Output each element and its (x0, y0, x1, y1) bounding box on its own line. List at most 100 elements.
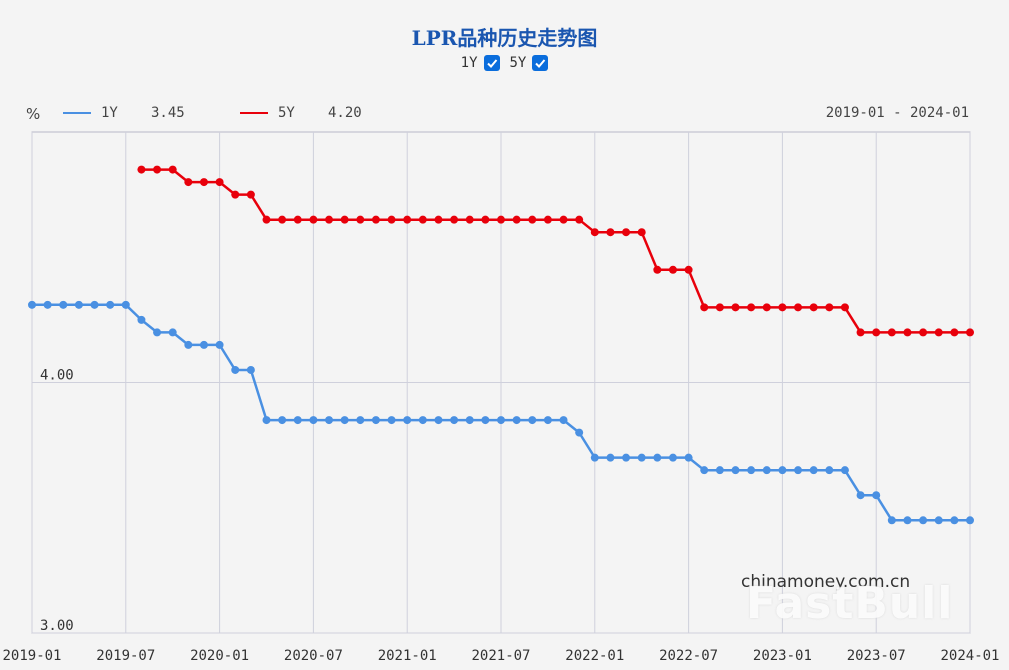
data-point-1y (825, 466, 834, 475)
data-point-5y (199, 178, 208, 187)
data-point-1y (43, 300, 52, 309)
x-tick-label: 2019-07 (96, 648, 155, 664)
data-point-1y (403, 416, 412, 425)
data-point-5y (762, 303, 771, 312)
source-watermark: chinamoney.com.cn (741, 572, 911, 592)
data-point-5y (418, 215, 427, 224)
data-point-5y (794, 303, 803, 312)
x-tick-label: 2024-01 (940, 648, 999, 664)
chart-grid (31, 131, 971, 634)
data-point-1y (575, 428, 584, 437)
data-point-1y (684, 453, 693, 462)
toggle-5y-label: 5Y (509, 55, 527, 71)
data-point-5y (387, 215, 396, 224)
data-point-5y (528, 215, 537, 224)
data-point-5y (137, 165, 146, 174)
data-point-5y (840, 303, 849, 312)
data-point-1y (325, 416, 334, 425)
toggle-5y[interactable]: 5Y (510, 55, 549, 71)
data-point-5y (309, 215, 318, 224)
data-point-1y (28, 300, 36, 309)
data-point-1y (778, 466, 787, 475)
data-point-1y (497, 416, 505, 425)
data-point-1y (278, 416, 287, 425)
data-point-1y (966, 516, 974, 525)
y-tick-label: 4.00 (40, 368, 74, 384)
data-point-5y (340, 215, 349, 224)
x-tick-label: 2022-07 (659, 648, 718, 664)
data-point-1y (950, 516, 959, 525)
data-point-1y (794, 466, 803, 475)
checkbox-checked-icon[interactable] (483, 55, 500, 71)
data-point-1y (246, 365, 255, 374)
data-point-1y (309, 416, 318, 425)
data-point-1y (762, 466, 771, 475)
data-point-5y (325, 215, 334, 224)
data-point-1y (450, 416, 459, 425)
toggle-1y[interactable]: 1Y (461, 55, 500, 71)
data-point-1y (668, 453, 677, 462)
data-point-5y (215, 178, 224, 187)
data-point-5y (512, 215, 521, 224)
data-point-5y (293, 215, 302, 224)
data-point-5y (887, 328, 896, 337)
data-point-5y (481, 215, 490, 224)
data-point-5y (747, 303, 756, 312)
data-point-5y (465, 215, 474, 224)
data-point-5y (371, 215, 380, 224)
data-point-5y (668, 265, 677, 274)
x-tick-label: 2023-01 (753, 648, 812, 664)
data-point-5y (403, 215, 412, 224)
data-point-1y (74, 300, 83, 309)
data-point-5y (934, 328, 943, 337)
data-point-5y (919, 328, 928, 337)
data-point-1y (606, 453, 615, 462)
data-point-5y (715, 303, 724, 312)
data-point-1y (262, 416, 271, 425)
legend-swatch-1y (63, 112, 91, 114)
data-point-5y (543, 215, 552, 224)
data-point-5y (809, 303, 818, 312)
data-point-5y (184, 178, 193, 187)
data-point-5y (606, 228, 615, 237)
data-point-1y (731, 466, 740, 475)
data-point-1y (934, 516, 943, 525)
data-point-1y (872, 491, 881, 500)
data-point-1y (184, 340, 193, 349)
legend-item-1y[interactable]: 1Y 3.45 (63, 105, 185, 121)
data-point-5y (153, 165, 162, 174)
data-point-5y (168, 165, 177, 174)
data-point-1y (340, 416, 349, 425)
data-point-1y (747, 466, 756, 475)
data-point-5y (246, 190, 255, 199)
data-point-1y (809, 466, 818, 475)
legend-item-5y[interactable]: 5Y 4.20 (240, 105, 362, 121)
chart-title: LPR品种历史走势图 (411, 26, 598, 50)
legend-name-5y: 5Y (278, 105, 295, 121)
data-point-1y (153, 328, 162, 337)
data-point-5y (356, 215, 365, 224)
x-tick-label: 2021-07 (471, 648, 530, 664)
data-point-1y (543, 416, 552, 425)
data-point-1y (919, 516, 928, 525)
legend-swatch-5y (240, 112, 268, 114)
data-point-1y (121, 300, 130, 309)
data-point-5y (497, 215, 505, 224)
data-point-5y (856, 328, 865, 337)
data-point-1y (387, 416, 396, 425)
data-point-1y (559, 416, 568, 425)
fastbull-logo-watermark: FastBull (746, 578, 954, 629)
checkbox-checked-icon[interactable] (532, 55, 549, 71)
data-point-1y (59, 300, 68, 309)
data-point-1y (231, 365, 240, 374)
data-point-1y (887, 516, 896, 525)
x-tick-label: 2020-01 (190, 648, 249, 664)
data-point-1y (215, 340, 224, 349)
data-point-1y (528, 416, 537, 425)
data-point-1y (903, 516, 912, 525)
x-tick-label: 2021-01 (378, 648, 437, 664)
data-point-1y (137, 315, 146, 324)
data-point-5y (684, 265, 693, 274)
toggle-1y-label: 1Y (460, 55, 478, 71)
